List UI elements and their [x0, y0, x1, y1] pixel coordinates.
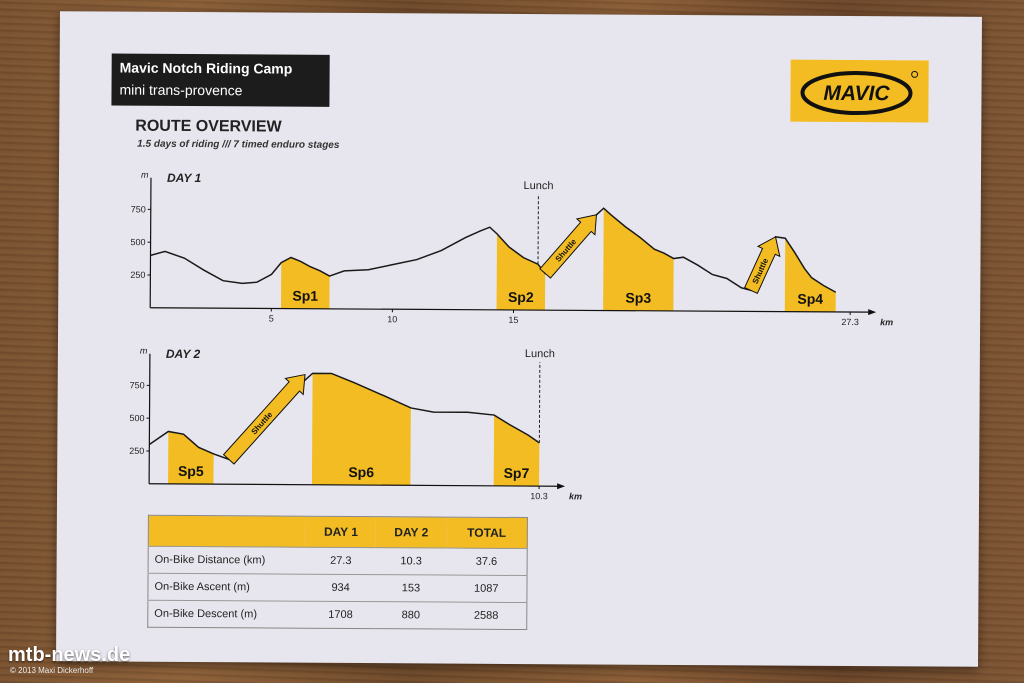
mavic-logo: MAVIC: [790, 59, 929, 123]
row-label: On-Bike Ascent (m): [147, 573, 306, 602]
stats-header-total: TOTAL: [446, 517, 528, 549]
row-day1: 934: [305, 574, 376, 602]
elevation-profile-line: [150, 207, 837, 293]
table-row: On-Bike Distance (km) 27.3 10.3 37.6: [148, 546, 528, 576]
stage-label-sp5: Sp5: [178, 463, 204, 479]
x-tick-label: 10.3: [530, 491, 548, 501]
y-tick-label: 750: [131, 204, 146, 214]
y-axis-unit: m: [140, 346, 148, 356]
stage-area-sp4: [784, 238, 836, 312]
mavic-logo-icon: MAVIC: [800, 70, 919, 116]
camp-title-box: Mavic Notch Riding Camp mini trans-prove…: [111, 53, 330, 107]
y-axis: [148, 353, 151, 484]
route-overview-subtitle: 1.5 days of riding /// 7 timed enduro st…: [137, 138, 340, 151]
mavic-logo-text: MAVIC: [823, 82, 890, 105]
watermark-copyright: © 2013 Maxi Dickerhoff: [10, 666, 94, 675]
row-label: On-Bike Distance (km): [148, 546, 306, 575]
y-tick-label: 250: [129, 446, 144, 456]
day2-elevation-chart: Sp5 Sp6 Sp7 Shuttle Lunch 750 500 250 m DAY 2 10.3…: [129, 346, 582, 502]
y-axis: [149, 177, 152, 308]
stage-area-sp7: [493, 415, 540, 487]
stats-header-row: DAY 1 DAY 2 TOTAL: [148, 515, 528, 549]
y-axis-unit: m: [141, 172, 149, 180]
stage-label-sp2: Sp2: [508, 289, 534, 305]
x-axis-unit: km: [880, 317, 893, 327]
stage-label-sp3: Sp3: [625, 290, 651, 306]
x-axis-arrowhead: [868, 309, 877, 316]
row-total: 37.6: [446, 548, 528, 576]
stats-header-day1: DAY 1: [305, 516, 377, 548]
day-title: DAY 1: [167, 172, 202, 185]
stats-table: DAY 1 DAY 2 TOTAL On-Bike Distance (km) …: [147, 514, 528, 631]
stage-label-sp7: Sp7: [504, 465, 530, 481]
day1-elevation-chart: Sp1 Sp2 Sp3 Sp4 Shuttle Shuttle Lunch 750 500 250…: [130, 172, 893, 328]
lunch-label: Lunch: [523, 180, 553, 192]
camp-title: Mavic Notch Riding Camp: [119, 59, 293, 77]
x-axis: [149, 483, 560, 487]
row-day2: 880: [375, 601, 447, 630]
x-axis: [150, 307, 871, 313]
shuttle-arrow: Shuttle: [222, 373, 306, 465]
shuttle-arrow-body: [222, 373, 306, 465]
row-day2: 153: [375, 574, 447, 603]
watermark-site: mtb-news.de: [8, 644, 131, 666]
row-day1: 27.3: [305, 547, 377, 575]
stage-label-sp1: Sp1: [292, 288, 318, 304]
x-tick-label: 5: [269, 313, 274, 323]
y-tick-label: 250: [130, 270, 145, 280]
camp-subtitle: mini trans-provence: [119, 81, 243, 99]
shuttle-arrow-body: [743, 236, 781, 295]
shuttle-arrow-body: [539, 214, 597, 279]
x-axis-unit: km: [569, 491, 582, 501]
shuttle-arrow: Shuttle: [539, 214, 597, 279]
row-day2: 10.3: [375, 547, 447, 576]
stage-label-sp4: Sp4: [797, 291, 823, 307]
row-label: On-Bike Descent (m): [147, 600, 306, 629]
x-tick-label: 27.3: [841, 317, 859, 327]
stage-area-sp5: [168, 431, 214, 485]
stats-header-blank: [148, 515, 306, 548]
stage-label-sp6: Sp6: [348, 464, 374, 480]
shuttle-arrow: Shuttle: [743, 236, 781, 295]
stage-area-sp6: [311, 373, 411, 486]
row-day1: 1708: [305, 601, 376, 629]
stage-area-sp2: [496, 233, 546, 311]
day-title: DAY 2: [166, 347, 201, 361]
elevation-profile-line: [148, 372, 540, 461]
x-axis-arrowhead: [557, 483, 566, 490]
lunch-label: Lunch: [525, 348, 555, 360]
x-tick-label: 15: [508, 315, 518, 325]
y-tick-label: 500: [129, 413, 144, 423]
stage-area-sp3: [603, 208, 674, 311]
stats-header-day2: DAY 2: [376, 516, 447, 549]
x-tick-label: 10: [387, 314, 397, 324]
route-overview-title: ROUTE OVERVIEW: [135, 117, 282, 136]
y-tick-label: 500: [131, 237, 146, 247]
table-row: On-Bike Descent (m) 1708 880 2588: [147, 600, 527, 630]
row-total: 2588: [445, 602, 527, 630]
route-sheet: Mavic Notch Riding Camp mini trans-prove…: [56, 11, 982, 667]
row-total: 1087: [446, 575, 528, 603]
y-tick-label: 750: [130, 380, 145, 390]
table-row: On-Bike Ascent (m) 934 153 1087: [147, 573, 528, 603]
